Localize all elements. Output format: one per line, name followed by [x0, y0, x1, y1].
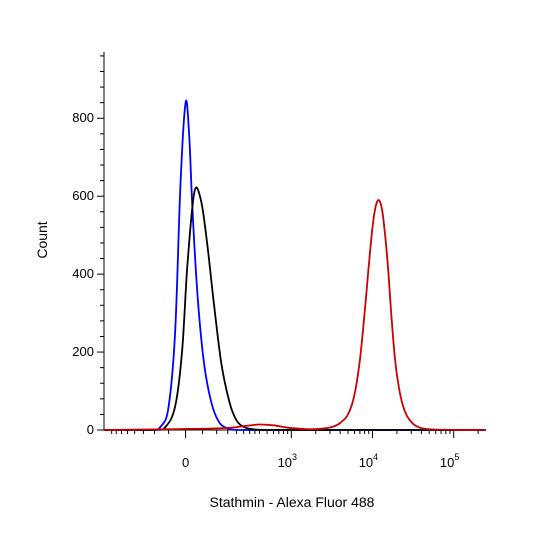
series-line-0: [104, 99, 486, 431]
x-tick-label: 103: [278, 452, 297, 470]
x-axis-label: Stathmin - Alexa Fluor 488: [210, 494, 375, 510]
series-line-2: [103, 199, 487, 431]
x-tick-label: 105: [440, 452, 459, 470]
x-tick-label: 104: [359, 452, 378, 470]
x-axis: 0 103 104 105: [111, 430, 479, 470]
y-axis: 0 200 400 600 800: [72, 55, 104, 437]
series-layer: [103, 99, 487, 431]
x-tick-label: 0: [182, 455, 189, 470]
y-axis-label: Count: [34, 221, 50, 258]
y-tick-label: 400: [72, 266, 94, 281]
y-tick-label: 800: [72, 110, 94, 125]
series-line-1: [104, 186, 486, 431]
y-tick-label: 200: [72, 344, 94, 359]
y-tick-label: 600: [72, 188, 94, 203]
plot-frame: [103, 52, 486, 431]
y-tick-label: 0: [87, 422, 94, 437]
